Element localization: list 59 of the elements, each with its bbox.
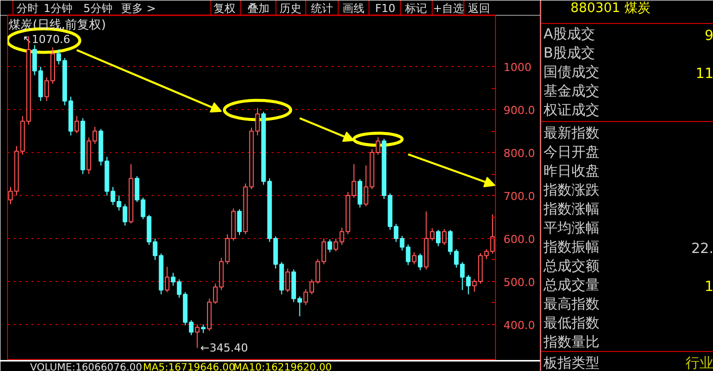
text: 昨日收盘	[544, 164, 600, 180]
text: 平均涨幅	[544, 220, 600, 236]
text: 880301 煤炭	[570, 1, 650, 16]
candlestick	[237, 208, 242, 236]
text: 22.	[691, 241, 713, 257]
text: 9	[704, 28, 713, 44]
y-tick-label: 400.0	[504, 318, 535, 332]
text: 指数涨跌	[542, 182, 600, 198]
text: 指数量比	[542, 334, 600, 350]
candlestick	[285, 268, 290, 293]
text: 分时	[16, 2, 38, 15]
text: 标记	[404, 2, 427, 15]
candlestick	[442, 228, 447, 246]
text: 叠加	[248, 2, 270, 15]
text: 更多 >	[121, 2, 156, 15]
text: 1分钟	[44, 2, 73, 15]
text: VOLUME:16066076.00	[30, 362, 142, 371]
text: +自选	[432, 2, 464, 15]
text: 5分钟	[83, 2, 112, 15]
y-tick-label: 500.0	[504, 276, 535, 289]
text: 指数振幅	[542, 240, 600, 256]
annotation: ←345.40	[200, 341, 248, 354]
text: 最低指数	[544, 316, 600, 332]
candlestick	[412, 252, 416, 265]
text: 1	[704, 279, 713, 295]
text: A股成交	[544, 26, 596, 42]
text: 画线	[342, 2, 365, 15]
candlestick	[194, 324, 200, 348]
text: B股成交	[544, 46, 596, 62]
text: 11	[696, 66, 713, 82]
candlestick	[328, 238, 332, 253]
text: 总成交量	[542, 278, 600, 294]
text: 今日开盘	[544, 144, 600, 160]
text: 行业	[686, 356, 713, 371]
text: 权证成交	[542, 102, 600, 118]
y-tick-label: 900.0	[504, 104, 535, 118]
text: MA5:16719646.00	[143, 362, 236, 371]
text: 指数涨幅	[542, 202, 600, 218]
text: F10	[375, 2, 396, 15]
text: MA10:16219620.00	[233, 362, 332, 371]
y-tick-label: 800.0	[504, 147, 535, 160]
text: 历史	[279, 2, 302, 15]
text: 最新指数	[544, 126, 600, 142]
text: 返回	[468, 2, 490, 15]
y-tick-label: 1000	[504, 61, 532, 74]
text: 基金成交	[544, 84, 600, 100]
y-tick-label: 700.0	[504, 190, 535, 204]
text: 总成交额	[542, 258, 600, 274]
text: 国债成交	[544, 64, 600, 80]
text: 复权	[213, 2, 236, 15]
candlestick	[74, 116, 80, 134]
candlestick	[358, 178, 362, 208]
text: 最高指数	[544, 296, 600, 312]
candlestick	[436, 229, 441, 247]
text: 板指类型	[542, 356, 600, 371]
y-tick-label: 600.0	[504, 232, 535, 246]
candlestick	[164, 266, 170, 293]
candlestick	[418, 253, 422, 271]
text: 统计	[310, 2, 333, 15]
